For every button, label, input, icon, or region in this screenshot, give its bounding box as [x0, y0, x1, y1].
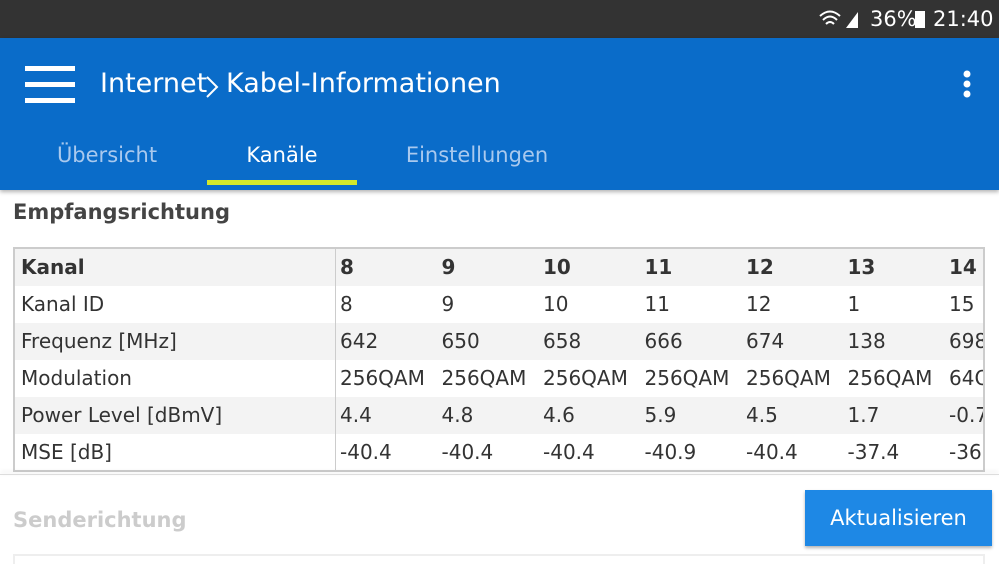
channel-table: Kanal 8 9 10 11 12 13 14 Kanal ID 8 9 10 11 12 1 15 Freq… — [13, 247, 985, 472]
status-bar: 36% 21:40 — [0, 0, 999, 38]
clock: 21:40 — [933, 7, 994, 31]
table-row: Kanal ID 8 9 10 11 12 1 15 — [15, 286, 983, 323]
cell: 256QAM — [340, 366, 425, 390]
cell: 256QAM — [441, 366, 527, 390]
cell: 1 — [847, 292, 861, 316]
cell: 8 — [340, 255, 354, 279]
section-heading: Senderichtung — [13, 508, 187, 532]
cell: 650 — [441, 329, 480, 353]
tab[interactable]: Einstellungen — [405, 143, 549, 167]
row-label: Modulation — [21, 366, 132, 390]
divider — [0, 474, 999, 475]
cell: -37.4 — [847, 440, 900, 464]
cell: 64Q — [949, 366, 983, 390]
table-row: Frequenz [MHz] 642 650 658 666 674 138 698 — [15, 323, 985, 360]
cell: 11 — [644, 292, 670, 316]
row-label: Frequenz [MHz] — [21, 329, 177, 353]
battery-percent: 36% — [870, 7, 917, 31]
cell: 12 — [746, 292, 772, 316]
cell: 256QAM — [644, 366, 730, 390]
cell: 9 — [441, 255, 456, 279]
cell: 1.7 — [847, 403, 880, 427]
cell: 642 — [340, 329, 379, 353]
column-divider — [335, 249, 336, 470]
cell: -0.7 — [949, 403, 985, 427]
cell: 658 — [543, 329, 582, 353]
cell: 12 — [746, 255, 774, 279]
cell: -36. — [949, 440, 985, 464]
tab[interactable]: Kanäle — [246, 143, 318, 167]
cell: 5.9 — [644, 403, 677, 427]
cell: 138 — [847, 329, 886, 353]
section-heading: Empfangsrichtung — [13, 200, 230, 224]
cell: 4.6 — [543, 403, 575, 427]
cell: 674 — [746, 329, 785, 353]
cell: 11 — [644, 255, 673, 279]
app-bar: Internet Kabel-Informationen Übersicht Ka… — [0, 38, 999, 190]
cell: -40.4 — [340, 440, 392, 464]
cell: 4.8 — [441, 403, 474, 427]
table-row: Modulation 256QAM 256QAM 256QAM 256QAM 256QAM… — [15, 360, 983, 397]
table-row: Power Level [dBmV] 4.4 4.8 4.6 5.9 4.5 1.7 -0.7 — [15, 397, 985, 434]
row-label: Power Level [dBmV] — [21, 403, 223, 427]
tab[interactable]: Übersicht — [56, 143, 158, 167]
table-row: MSE [dB] -40.4 -40.4 -40.4 -40.9 -40.4 -37.4 -3… — [15, 434, 985, 470]
breadcrumb-chevron — [206, 76, 219, 98]
cell: 698 — [949, 329, 985, 353]
cell: -40.4 — [746, 440, 798, 464]
title: Internet — [100, 68, 208, 99]
cell: 4.5 — [746, 403, 778, 427]
cell: 256QAM — [746, 366, 831, 390]
cell: 8 — [340, 292, 353, 316]
cell: 10 — [543, 292, 569, 316]
cell: -40.4 — [441, 440, 494, 464]
row-label: Kanal — [21, 255, 85, 279]
tab-indicator — [207, 180, 357, 185]
cell: 256QAM — [543, 366, 628, 390]
cell: 9 — [441, 292, 455, 316]
cell: -40.9 — [644, 440, 697, 464]
refresh-button[interactable]: Aktualisieren — [805, 490, 992, 546]
cell: -40.4 — [543, 440, 595, 464]
menu-button[interactable] — [25, 66, 77, 104]
battery-icon — [915, 11, 925, 28]
send-table — [13, 554, 985, 564]
row-label: Kanal ID — [21, 292, 105, 316]
subtitle: Kabel-Informationen — [226, 68, 501, 99]
signal-icons — [819, 10, 858, 28]
cell: 13 — [847, 255, 876, 279]
cell: 15 — [949, 292, 975, 316]
cell: 666 — [644, 329, 683, 353]
row-label: MSE [dB] — [21, 440, 112, 464]
cell: 4.4 — [340, 403, 372, 427]
cell: 10 — [543, 255, 571, 279]
table-row: Kanal 8 9 10 11 12 13 14 — [15, 249, 983, 286]
overflow-menu[interactable] — [960, 70, 974, 100]
cell: 14 — [949, 255, 977, 279]
cell: 256QAM — [847, 366, 933, 390]
